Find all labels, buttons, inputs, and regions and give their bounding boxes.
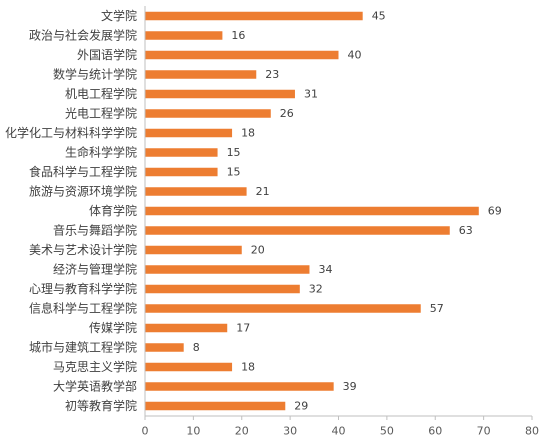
category-label: 音乐与舞蹈学院 xyxy=(53,223,137,238)
x-tick-label: 30 xyxy=(283,425,297,438)
x-axis-ticks: 0 10 20 30 40 50 60 70 80 xyxy=(142,416,539,438)
data-label: 57 xyxy=(430,302,444,315)
data-label: 69 xyxy=(488,205,502,218)
data-label: 18 xyxy=(241,127,255,140)
data-label: 34 xyxy=(318,263,332,276)
category-label: 生命科学学院 xyxy=(65,145,137,160)
category-label: 城市与建筑工程学院 xyxy=(29,340,137,355)
category-label: 机电工程学院 xyxy=(65,86,137,101)
data-label: 40 xyxy=(348,49,362,62)
data-label: 63 xyxy=(459,224,473,237)
data-label: 8 xyxy=(193,341,200,354)
bar xyxy=(145,265,310,274)
x-tick-label: 80 xyxy=(525,425,539,438)
bar xyxy=(145,226,450,235)
x-tick-label: 60 xyxy=(428,425,442,438)
category-label: 旅游与资源环境学院 xyxy=(29,184,137,199)
bar xyxy=(145,109,271,118)
category-label: 体育学院 xyxy=(89,203,137,218)
category-label: 数学与统计学院 xyxy=(53,67,137,82)
data-label: 21 xyxy=(256,185,270,198)
category-label: 光电工程学院 xyxy=(65,106,137,121)
bar xyxy=(145,128,233,138)
bar xyxy=(145,187,247,196)
bar xyxy=(145,304,421,313)
category-label: 初等教育学院 xyxy=(65,398,137,413)
data-label: 29 xyxy=(294,400,308,413)
category-label: 信息科学与工程学院 xyxy=(29,301,137,316)
x-tick-label: 50 xyxy=(380,425,394,438)
category-label: 外国语学院 xyxy=(77,47,137,62)
bar xyxy=(145,50,339,60)
data-label: 17 xyxy=(236,322,250,335)
data-label: 45 xyxy=(372,10,386,23)
x-tick-label: 40 xyxy=(332,425,346,438)
data-label: 32 xyxy=(309,283,323,296)
bar xyxy=(145,401,286,411)
category-label: 心理与教育科学学院 xyxy=(29,281,137,296)
data-label: 18 xyxy=(241,361,255,374)
category-label: 政治与社会发展学院 xyxy=(29,28,137,43)
data-labels: 4516402331261815152169632034325717818392… xyxy=(193,10,502,413)
bar xyxy=(145,70,257,79)
bar xyxy=(145,382,334,391)
category-label: 食品科学与工程学院 xyxy=(29,164,137,179)
bar xyxy=(145,206,479,216)
category-label: 文学院 xyxy=(101,8,137,23)
data-label: 23 xyxy=(265,68,279,81)
data-label: 31 xyxy=(304,88,318,101)
data-label: 15 xyxy=(227,166,241,179)
bar xyxy=(145,245,242,255)
bar xyxy=(145,167,218,177)
category-label: 化学化工与材料科学学院 xyxy=(5,125,137,140)
category-label: 传媒学院 xyxy=(89,320,137,335)
category-label: 美术与艺术设计学院 xyxy=(29,242,137,257)
bar xyxy=(145,89,295,99)
category-labels: 文学院政治与社会发展学院外国语学院数学与统计学院机电工程学院光电工程学院化学化工… xyxy=(5,8,137,413)
bars-group xyxy=(145,11,479,411)
bar xyxy=(145,31,223,40)
bar xyxy=(145,343,184,352)
bar xyxy=(145,323,228,333)
x-tick-label: 20 xyxy=(235,425,249,438)
x-tick-label: 0 xyxy=(142,425,149,438)
category-label: 马克思主义学院 xyxy=(53,359,137,374)
bar xyxy=(145,284,300,294)
bar xyxy=(145,148,218,157)
data-label: 20 xyxy=(251,244,265,257)
data-label: 26 xyxy=(280,107,294,120)
bar xyxy=(145,11,363,21)
data-label: 16 xyxy=(231,29,245,42)
category-label: 大学英语教学部 xyxy=(53,379,137,394)
category-label: 经济与管理学院 xyxy=(53,262,137,277)
data-label: 39 xyxy=(343,380,357,393)
x-tick-label: 70 xyxy=(477,425,491,438)
bar xyxy=(145,362,233,372)
data-label: 15 xyxy=(227,146,241,159)
x-tick-label: 10 xyxy=(186,425,200,438)
